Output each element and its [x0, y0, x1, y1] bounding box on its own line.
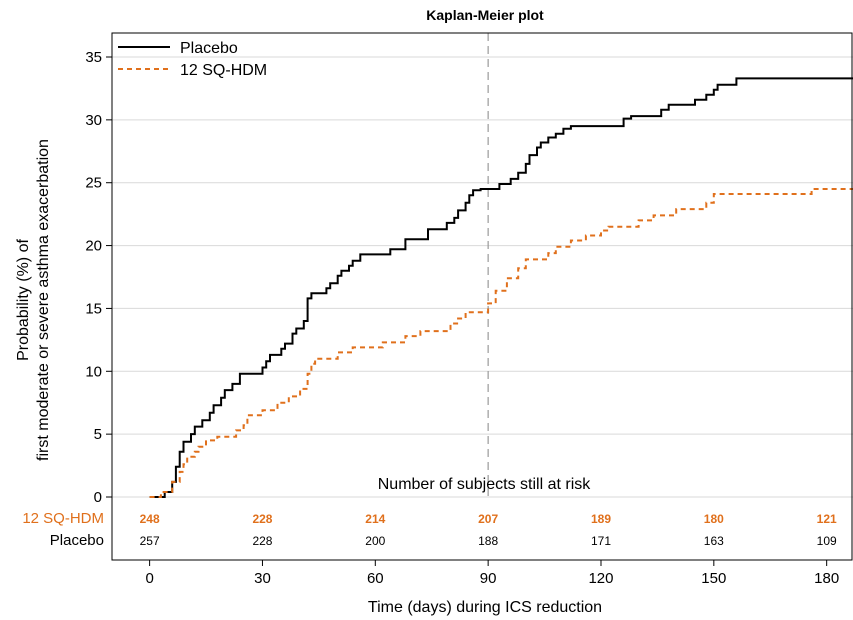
chart-title: Kaplan-Meier plot: [426, 7, 544, 23]
legend-label-12-sq-hdm: 12 SQ-HDM: [180, 62, 267, 79]
risk-row-label-placebo: Placebo: [50, 532, 104, 549]
x-tick-label-0: 0: [145, 570, 153, 587]
risk-value-12-sq-hdm-day-0: 248: [140, 512, 160, 526]
legend: Placebo 12 SQ-HDM: [118, 40, 267, 79]
risk-value-12-sq-hdm-day-120: 189: [591, 512, 611, 526]
x-tick-label-120: 120: [588, 570, 613, 587]
y-tick-label-20: 20: [85, 238, 102, 255]
y-tick-label-0: 0: [94, 489, 102, 506]
risk-table: 12 SQ-HDM 248 228 214 207 189 180 121 Placebo 257…: [22, 510, 837, 549]
grid-lines: [112, 56, 853, 498]
risk-value-12-sq-hdm-day-30: 228: [252, 512, 272, 526]
risk-value-placebo-day-90: 188: [478, 534, 498, 548]
risk-value-12-sq-hdm-day-150: 180: [704, 512, 724, 526]
risk-value-12-sq-hdm-day-180: 121: [817, 512, 837, 526]
risk-value-placebo-day-30: 228: [252, 534, 272, 548]
risk-value-12-sq-hdm-day-90: 207: [478, 512, 498, 526]
risk-value-placebo-day-120: 171: [591, 534, 611, 548]
series-line-12-sq-hdm: [149, 188, 853, 498]
y-axis-ticks: 0 5 10 15 20 25 30 35: [85, 49, 112, 506]
risk-table-title: Number of subjects still at risk: [378, 476, 592, 493]
risk-value-placebo-day-60: 200: [365, 534, 385, 548]
risk-value-placebo-day-150: 163: [704, 534, 724, 548]
plot-frame: [111, 32, 853, 561]
series-layer: [149, 77, 853, 498]
x-tick-label-150: 150: [701, 570, 726, 587]
y-tick-label-5: 5: [94, 426, 102, 443]
x-tick-label-60: 60: [367, 570, 384, 587]
x-axis-ticks: 0 30 60 90 120 150 180: [145, 560, 839, 587]
y-tick-label-35: 35: [85, 49, 102, 66]
y-axis-label-line2: first moderate or severe asthma exacerba…: [35, 139, 52, 461]
y-tick-label-30: 30: [85, 112, 102, 129]
x-tick-label-90: 90: [480, 570, 497, 587]
risk-value-placebo-day-0: 257: [140, 534, 160, 548]
legend-label-placebo: Placebo: [180, 40, 238, 57]
y-tick-label-10: 10: [85, 363, 102, 380]
x-tick-label-30: 30: [254, 570, 271, 587]
y-tick-label-25: 25: [85, 175, 102, 192]
y-tick-label-15: 15: [85, 300, 102, 317]
series-line-placebo: [149, 77, 853, 498]
x-tick-label-180: 180: [814, 570, 839, 587]
risk-row-label-12-sq-hdm: 12 SQ-HDM: [22, 510, 104, 527]
y-axis-label-line1: Probability (%) of: [15, 239, 32, 361]
risk-value-12-sq-hdm-day-60: 214: [365, 512, 385, 526]
x-axis-label: Time (days) during ICS reduction: [368, 599, 602, 616]
y-axis-label-group: Probability (%) of first moderate or sev…: [15, 139, 52, 461]
risk-value-placebo-day-180: 109: [817, 534, 837, 548]
